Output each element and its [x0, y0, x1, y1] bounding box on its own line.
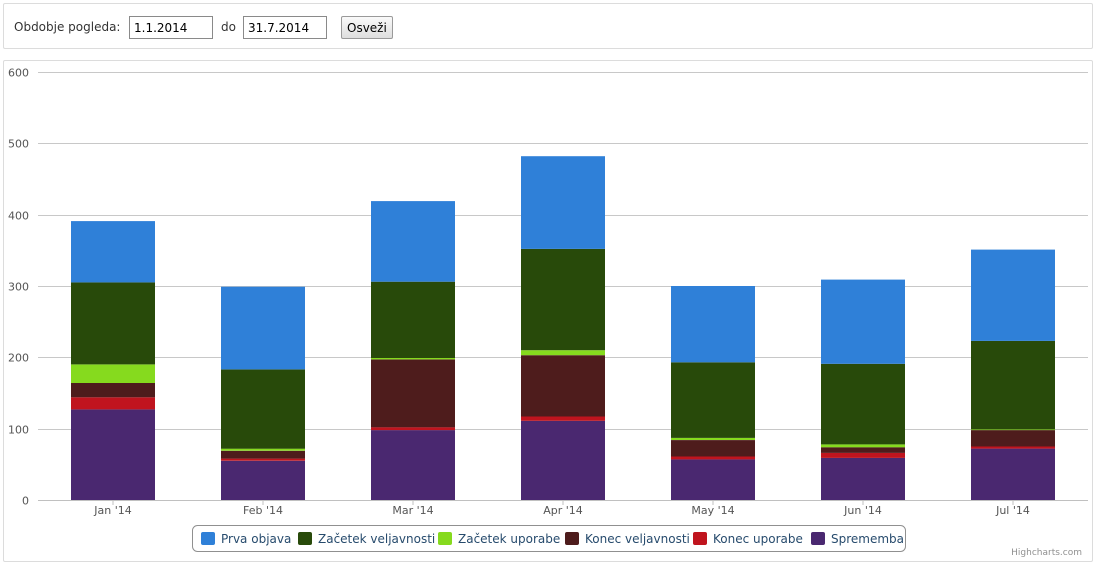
- bar-segment[interactable]: [521, 355, 605, 417]
- legend-label: Konec uporabe: [713, 532, 803, 546]
- bar-segment[interactable]: [371, 358, 455, 360]
- legend-swatch: [438, 532, 452, 545]
- y-tick-label: 0: [22, 495, 29, 508]
- x-tick-label: May '14: [691, 504, 734, 517]
- bar-segment[interactable]: [71, 221, 155, 283]
- bar-stack[interactable]: [821, 279, 905, 500]
- bar-segment[interactable]: [521, 248, 605, 351]
- bar-segment[interactable]: [671, 362, 755, 438]
- bar-segment[interactable]: [221, 448, 305, 451]
- credits-label[interactable]: Highcharts.com: [1011, 548, 1082, 558]
- bar-segment[interactable]: [521, 350, 605, 356]
- to-label: do: [221, 20, 236, 34]
- bar-segment[interactable]: [71, 282, 155, 365]
- bar-stack[interactable]: [221, 286, 305, 500]
- bars: [71, 156, 1055, 500]
- y-tick-label: 300: [8, 281, 29, 294]
- legend-item[interactable]: Začetek veljavnosti: [298, 532, 435, 546]
- legend-label: Začetek uporabe: [458, 532, 560, 546]
- date-filter-panel: Obdobje pogleda: do Osveži: [3, 3, 1093, 49]
- bar-segment[interactable]: [371, 281, 455, 358]
- bar-segment[interactable]: [971, 448, 1055, 500]
- legend-item[interactable]: Konec veljavnosti: [565, 532, 690, 546]
- y-tick-label: 200: [8, 352, 29, 365]
- bar-segment[interactable]: [371, 430, 455, 500]
- bar-segment[interactable]: [971, 429, 1055, 431]
- bar-segment[interactable]: [671, 440, 755, 457]
- bar-segment[interactable]: [221, 286, 305, 370]
- bar-segment[interactable]: [221, 450, 305, 459]
- bar-stack[interactable]: [971, 249, 1055, 500]
- legend: Prva objava Začetek veljavnosti Začetek up…: [192, 525, 906, 552]
- legend-item[interactable]: Prva objava: [201, 532, 291, 546]
- bar-segment[interactable]: [671, 459, 755, 500]
- bar-stack[interactable]: [71, 221, 155, 500]
- bar-stack[interactable]: [521, 156, 605, 500]
- period-label: Obdobje pogleda:: [14, 20, 121, 34]
- bar-segment[interactable]: [221, 458, 305, 461]
- chart-panel: 0 100 200 300 400 500 600 Jan '14 Feb '14 Mar '1…: [3, 60, 1093, 562]
- x-axis: Jan '14 Feb '14 Mar '14 Apr '14 May '14 Jun '…: [93, 500, 1030, 517]
- x-tick-label: Mar '14: [392, 504, 433, 517]
- legend-swatch: [693, 532, 707, 545]
- legend-swatch: [811, 532, 825, 545]
- date-from-input[interactable]: [129, 16, 213, 39]
- bar-segment[interactable]: [521, 156, 605, 249]
- legend-label: Konec veljavnosti: [585, 532, 690, 546]
- y-tick-label: 500: [8, 138, 29, 151]
- bar-segment[interactable]: [971, 249, 1055, 341]
- bar-segment[interactable]: [671, 437, 755, 440]
- bar-segment[interactable]: [821, 447, 905, 453]
- bar-segment[interactable]: [971, 446, 1055, 449]
- legend-label: Prva objava: [221, 532, 291, 546]
- bar-segment[interactable]: [221, 460, 305, 500]
- bar-segment[interactable]: [71, 397, 155, 410]
- legend-label: Sprememba: [831, 532, 904, 546]
- legend-item[interactable]: Konec uporabe: [693, 532, 803, 546]
- bar-stack[interactable]: [671, 286, 755, 500]
- legend-item[interactable]: Začetek uporabe: [438, 532, 560, 546]
- bar-segment[interactable]: [371, 201, 455, 282]
- bar-segment[interactable]: [371, 359, 455, 428]
- x-tick-label: Feb '14: [243, 504, 283, 517]
- y-tick-label: 600: [8, 67, 29, 80]
- x-tick-label: Jun '14: [843, 504, 882, 517]
- legend-swatch: [201, 532, 215, 545]
- x-tick-label: Apr '14: [543, 504, 583, 517]
- x-tick-label: Jan '14: [93, 504, 131, 517]
- legend-label: Začetek veljavnosti: [318, 532, 435, 546]
- bar-segment[interactable]: [221, 369, 305, 449]
- bar-segment[interactable]: [371, 427, 455, 431]
- legend-box: [192, 525, 906, 552]
- stacked-column-chart: 0 100 200 300 400 500 600 Jan '14 Feb '14 Mar '1…: [8, 67, 1088, 558]
- bar-segment[interactable]: [671, 456, 755, 460]
- legend-swatch: [298, 532, 312, 545]
- bar-segment[interactable]: [971, 430, 1055, 447]
- y-tick-label: 400: [8, 210, 29, 223]
- bar-segment[interactable]: [671, 286, 755, 363]
- bar-segment[interactable]: [821, 457, 905, 500]
- y-tick-label: 100: [8, 424, 29, 437]
- date-to-input[interactable]: [243, 16, 327, 39]
- bar-segment[interactable]: [71, 409, 155, 500]
- refresh-button[interactable]: Osveži: [341, 16, 393, 39]
- bar-segment[interactable]: [521, 416, 605, 421]
- x-tick-label: Jul '14: [995, 504, 1030, 517]
- bar-segment[interactable]: [821, 444, 905, 448]
- legend-swatch: [565, 532, 579, 545]
- bar-segment[interactable]: [821, 363, 905, 445]
- legend-item[interactable]: Sprememba: [811, 532, 904, 546]
- bar-segment[interactable]: [821, 279, 905, 364]
- bar-segment[interactable]: [71, 383, 155, 398]
- bar-segment[interactable]: [971, 340, 1055, 430]
- bar-segment[interactable]: [821, 452, 905, 458]
- bar-segment[interactable]: [71, 364, 155, 384]
- y-axis: 0 100 200 300 400 500 600: [8, 67, 29, 508]
- bar-stack[interactable]: [371, 201, 455, 500]
- bar-segment[interactable]: [521, 420, 605, 500]
